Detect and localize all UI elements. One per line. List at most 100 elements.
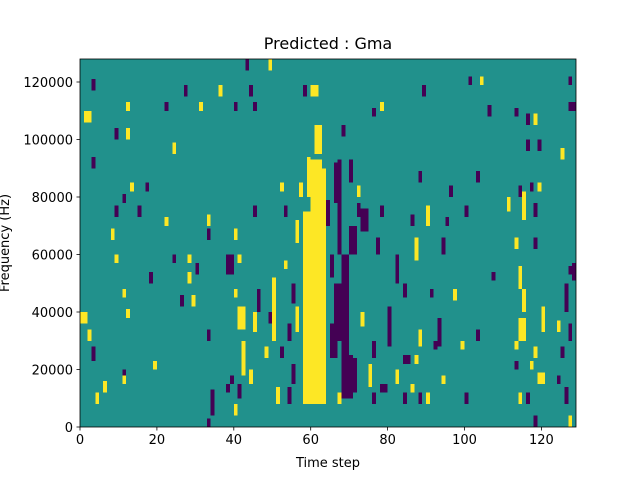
heatmap-cell (126, 309, 130, 318)
heatmap-cell (253, 205, 257, 218)
heatmap-cell (487, 105, 492, 117)
heatmap-cell (126, 102, 130, 111)
heatmap-cell (164, 217, 169, 226)
x-tick-label: 20 (149, 433, 166, 448)
heatmap-cell (568, 102, 576, 111)
heatmap-cell (568, 76, 573, 85)
heatmap-cell (306, 156, 311, 197)
chart-title: Predicted : Gma (264, 34, 392, 53)
heatmap-cell (87, 329, 92, 341)
heatmap-cell (464, 205, 469, 218)
heatmap-cell (379, 205, 384, 218)
heatmap-cell (314, 125, 323, 154)
heatmap-cell (341, 125, 346, 137)
heatmap-cell (329, 254, 334, 278)
heatmap-cell (402, 355, 411, 364)
heatmap-cell (206, 418, 211, 427)
heatmap-cell (468, 76, 473, 85)
heatmap-cell (326, 199, 330, 226)
heatmap-cell (241, 340, 246, 358)
heatmap-cell (206, 228, 211, 241)
heatmap-cell (337, 159, 342, 255)
heatmap-cell (445, 217, 450, 226)
heatmap-cell (533, 346, 538, 358)
y-tick-label: 60000 (32, 249, 73, 264)
heatmap-cell (233, 228, 238, 241)
heatmap-cell (287, 386, 292, 404)
plot-frame (79, 58, 577, 428)
heatmap-cell (506, 197, 511, 212)
heatmap-cell (249, 369, 254, 384)
heatmap-cell (395, 254, 400, 284)
x-tick-label: 80 (379, 433, 396, 448)
heatmap-cell (537, 372, 546, 384)
heatmap-cell (533, 415, 538, 427)
y-tick-label: 100000 (23, 134, 73, 149)
heatmap-cell (537, 182, 542, 192)
heatmap-cell (291, 283, 296, 304)
heatmap-cell (245, 59, 250, 71)
heatmap-cell (449, 185, 453, 197)
heatmap-cell (372, 107, 377, 117)
heatmap-cell (518, 185, 523, 197)
heatmap-cell (476, 171, 480, 183)
heatmap-cell (522, 191, 527, 220)
heatmap-cell (210, 389, 215, 404)
heatmap-cell (349, 225, 357, 255)
x-tick-label: 0 (76, 433, 84, 448)
heatmap-cell (226, 254, 234, 275)
heatmap-cell (572, 263, 576, 281)
heatmap-cell (310, 317, 323, 370)
heatmap-cell (172, 254, 177, 264)
heatmap-cell (437, 317, 442, 347)
heatmap-cell (322, 168, 327, 399)
heatmap-cell (356, 185, 361, 197)
heatmap-cell (518, 317, 527, 341)
heatmap-cell (218, 84, 223, 97)
heatmap-cell (360, 312, 365, 327)
heatmap-cell (410, 214, 415, 226)
heatmap-cell (541, 306, 546, 333)
heatmap-cell (526, 139, 530, 151)
heatmap-cell (329, 323, 338, 358)
y-tick-label: 80000 (32, 191, 73, 206)
heatmap-cell (422, 84, 427, 97)
heatmap-cell (564, 386, 569, 404)
heatmap-cell (122, 289, 127, 298)
heatmap-background (80, 59, 576, 427)
heatmap-cell (114, 205, 119, 218)
x-axis-label: Time step (295, 456, 360, 471)
heatmap-cell (80, 312, 88, 324)
heatmap-cell (533, 202, 538, 218)
heatmap-cell (310, 84, 319, 97)
heatmap-cell (414, 355, 419, 364)
heatmap-cell (114, 128, 119, 140)
heatmap-cell (295, 220, 300, 243)
heatmap-cell (129, 182, 134, 192)
heatmap-cell (237, 306, 246, 330)
heatmap-cell (276, 386, 280, 404)
heatmap-cell (268, 59, 273, 71)
y-tick-label: 40000 (32, 306, 73, 321)
y-tick-label: 120000 (23, 76, 73, 91)
heatmap-cell (418, 329, 423, 347)
heatmap-cell (283, 205, 288, 218)
heatmap-cell (279, 346, 284, 358)
heatmap-cell (103, 381, 107, 393)
heatmap-cell (402, 283, 407, 298)
heatmap-cell (526, 392, 530, 404)
heatmap-cell (199, 102, 204, 111)
heatmap-cell (568, 323, 573, 341)
heatmap-cell (95, 392, 100, 404)
heatmap-cell (410, 383, 415, 393)
heatmap-cell (237, 383, 242, 399)
heatmap-cell (560, 346, 565, 358)
heatmap-cell (514, 107, 519, 117)
heatmap-cell (491, 271, 496, 281)
heatmap-cell (441, 237, 446, 255)
heatmap-cell (264, 346, 269, 358)
heatmap-cell (187, 271, 192, 284)
heatmap-cell (206, 214, 211, 226)
heatmap-cell (303, 84, 307, 97)
